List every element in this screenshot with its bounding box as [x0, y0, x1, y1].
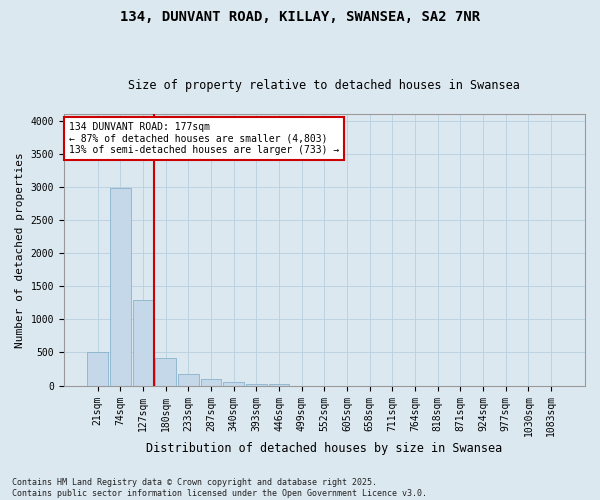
Text: 134, DUNVANT ROAD, KILLAY, SWANSEA, SA2 7NR: 134, DUNVANT ROAD, KILLAY, SWANSEA, SA2 … [120, 10, 480, 24]
Bar [223, 382, 244, 386]
Bar [201, 380, 221, 386]
Y-axis label: Number of detached properties: Number of detached properties [15, 152, 25, 348]
Bar [88, 352, 108, 386]
Bar [110, 188, 131, 386]
Text: 134 DUNVANT ROAD: 177sqm
← 87% of detached houses are smaller (4,803)
13% of sem: 134 DUNVANT ROAD: 177sqm ← 87% of detach… [69, 122, 339, 156]
Text: Contains HM Land Registry data © Crown copyright and database right 2025.
Contai: Contains HM Land Registry data © Crown c… [12, 478, 427, 498]
Bar [269, 384, 289, 386]
Title: Size of property relative to detached houses in Swansea: Size of property relative to detached ho… [128, 79, 520, 92]
Bar [155, 358, 176, 386]
Bar [178, 374, 199, 386]
X-axis label: Distribution of detached houses by size in Swansea: Distribution of detached houses by size … [146, 442, 503, 455]
Bar [133, 300, 153, 386]
Bar [246, 384, 266, 386]
